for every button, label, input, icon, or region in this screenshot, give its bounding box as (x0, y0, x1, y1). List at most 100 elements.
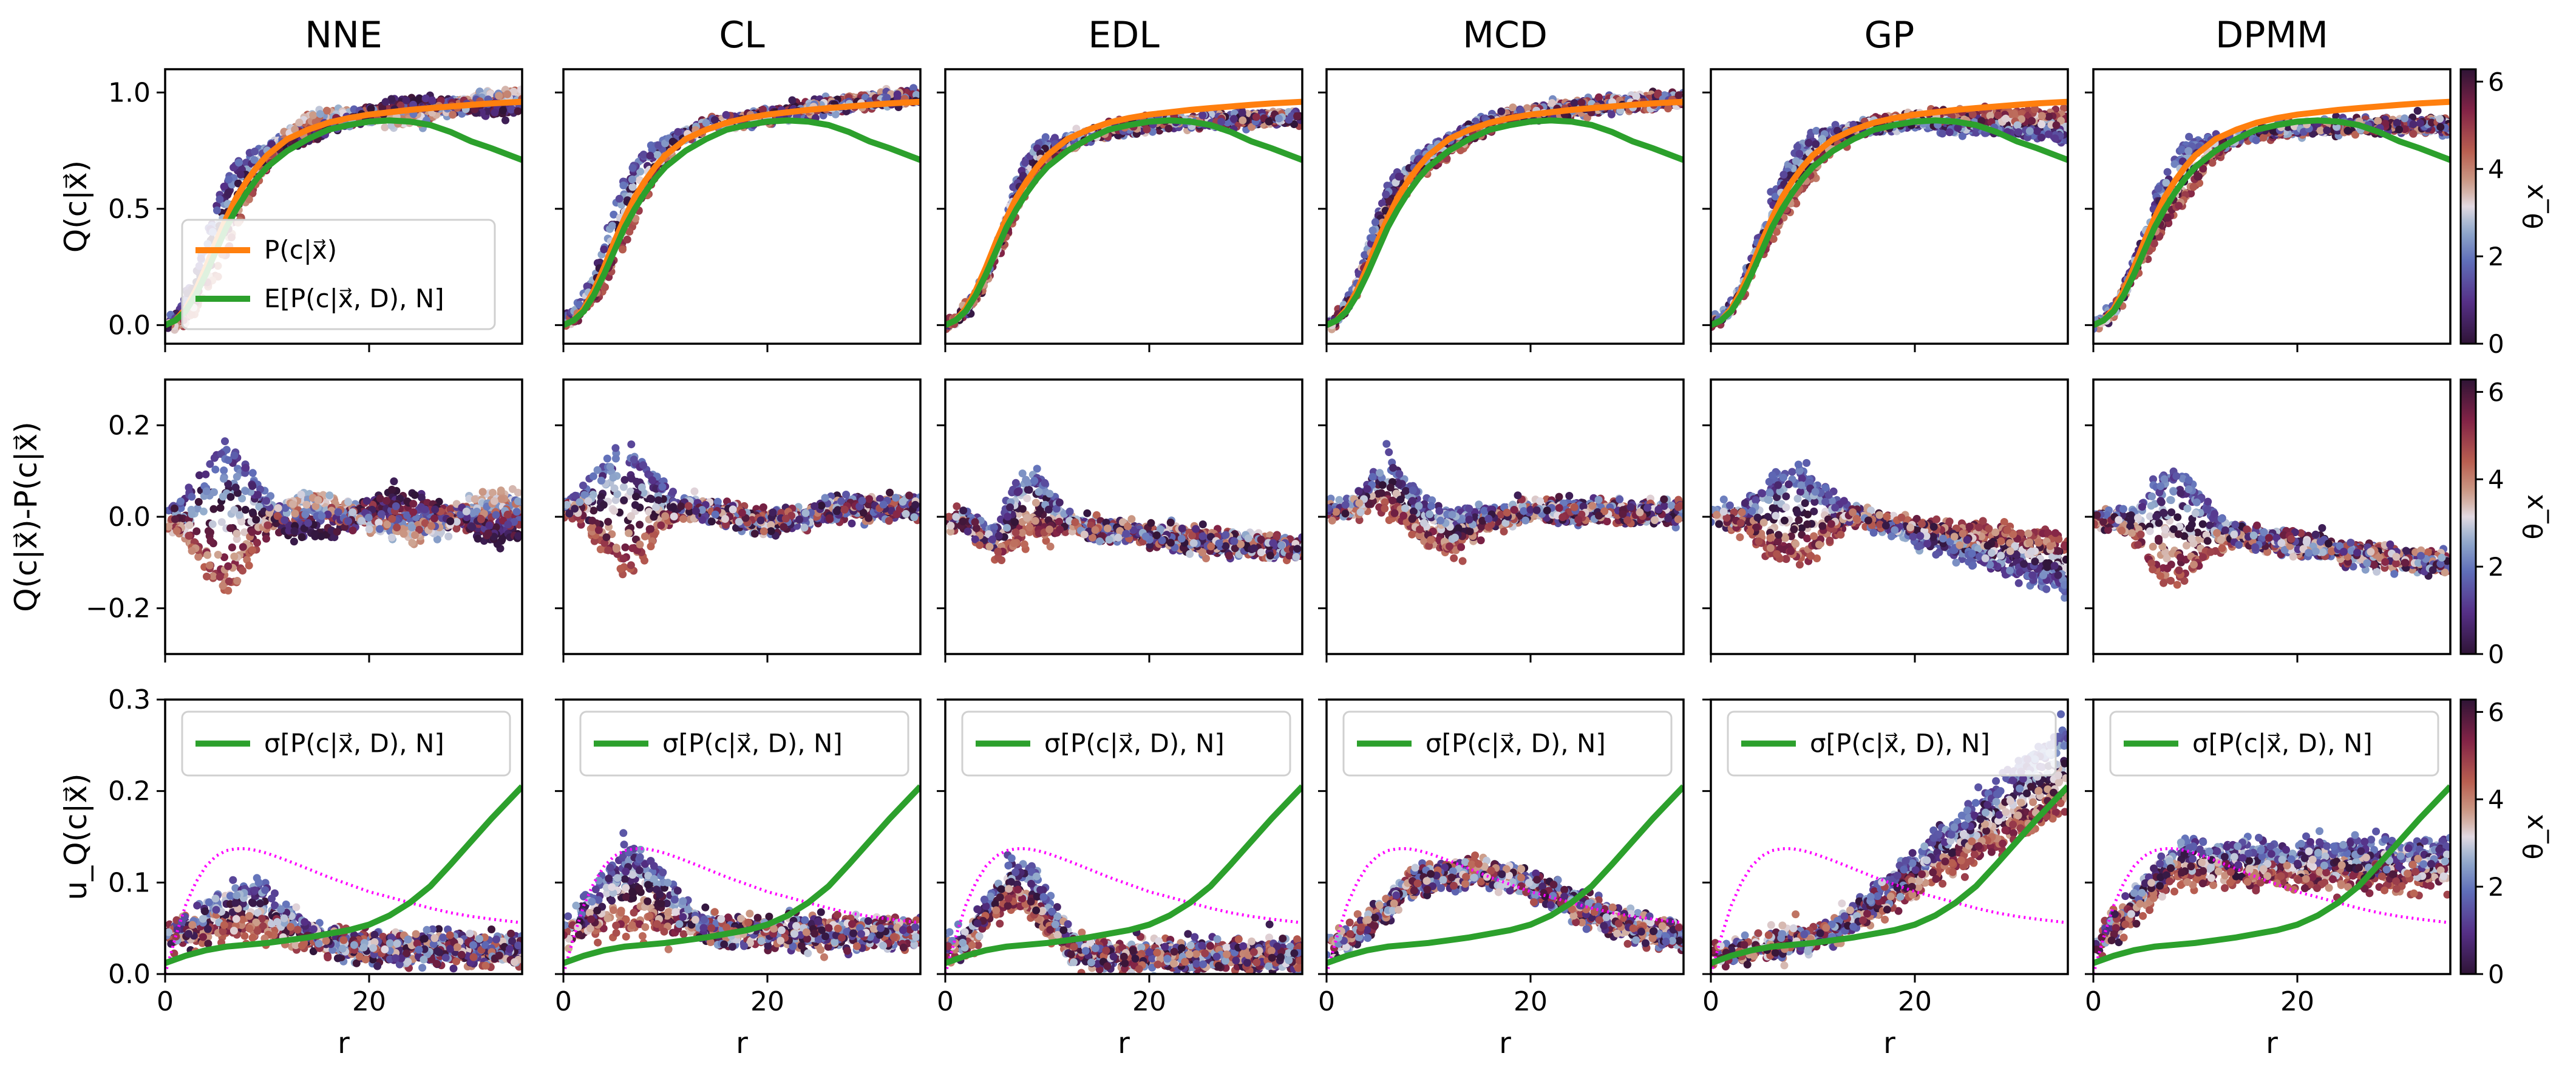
scatter-point (1523, 104, 1531, 112)
scatter-point (623, 235, 631, 244)
expectation-line (1327, 117, 1684, 328)
model-lines (563, 98, 920, 328)
scatter-point (268, 140, 276, 148)
scatter-point (619, 181, 628, 189)
scatter-point (503, 90, 512, 98)
scatter-point (883, 94, 891, 102)
scatter-point (636, 168, 645, 176)
scatter-point (831, 110, 840, 118)
scatter-point (619, 245, 627, 254)
scatter-point (251, 148, 259, 155)
scatter-point (234, 179, 242, 188)
column-title-dpmm: DPMM (2215, 14, 2328, 56)
scatter-point (628, 164, 637, 172)
scatter-point (583, 282, 591, 290)
panel-mcd-row-0 (1318, 68, 1685, 352)
scatter-point (1385, 197, 1393, 205)
scatter-point (628, 175, 636, 183)
scatter-point (1654, 90, 1662, 99)
scatter-point (628, 183, 637, 191)
scatter-point (1274, 114, 1283, 123)
legend-label: E[P(c|x⃗, D), N] (264, 284, 444, 313)
scatter-point (514, 107, 522, 115)
scatter-point (402, 96, 410, 104)
scatter-point (1395, 172, 1403, 181)
scatter-point (396, 101, 405, 110)
axes-frame (562, 68, 922, 345)
scatter-point (1164, 124, 1173, 133)
scatter-point (575, 301, 583, 309)
scatter-point (625, 228, 634, 236)
scatter-point (509, 87, 518, 96)
model-lines (1327, 98, 1684, 328)
scatter-point (601, 283, 609, 291)
scatter-point (1382, 190, 1390, 199)
expectation-line (563, 117, 920, 328)
expectation-line (945, 117, 1302, 328)
scatter-point (1509, 103, 1517, 112)
scatter-point (1252, 113, 1260, 121)
scatter-point (1265, 117, 1273, 126)
scatter-point (501, 116, 509, 124)
scatter-point (1607, 110, 1616, 118)
scatter-point (498, 106, 507, 115)
panel-edl-row-0 (937, 68, 1303, 352)
scatter-point (1072, 124, 1081, 133)
scatter-point (1577, 98, 1586, 107)
scatter-point (234, 158, 243, 167)
scatter-point (702, 119, 710, 127)
scatter-point (1570, 99, 1579, 107)
column-title-cl: CL (719, 14, 765, 56)
column-title-nne: NNE (305, 14, 382, 56)
scatter-point (1051, 134, 1059, 142)
scatter-point (1229, 115, 1238, 123)
scatter-point (1368, 227, 1377, 234)
scatter-points (1711, 102, 2068, 331)
scatter-point (1378, 199, 1386, 208)
panel-cl-row-0 (555, 68, 922, 352)
scatter-point (1041, 133, 1050, 141)
scatter-point (1383, 182, 1392, 190)
scatter-point (322, 106, 331, 115)
scatter-point (646, 151, 654, 160)
scatter-point (639, 151, 648, 158)
scatter-point (674, 128, 682, 136)
panel-gp-row-0 (1702, 68, 2069, 352)
scatter-point (1361, 251, 1369, 259)
axes-frame (944, 68, 1303, 345)
scatter-point (213, 206, 221, 214)
scatter-point (224, 188, 233, 197)
column-title-gp: GP (1864, 14, 1915, 56)
scatter-point (225, 175, 233, 184)
panels: 0.00.51.0P(c|x⃗)E[P(c|x⃗, D), N]−0.20.00… (86, 68, 2452, 1060)
scatter-point (1664, 104, 1672, 113)
scatter-point (236, 170, 245, 179)
scatter-point (517, 85, 522, 94)
scatter-point (1392, 179, 1400, 187)
scatter-point (309, 111, 318, 120)
scatter-point (1239, 116, 1247, 124)
scatter-point (1595, 93, 1603, 101)
scatter-point (710, 116, 719, 124)
scatter-point (250, 155, 259, 164)
scatter-point (1548, 99, 1556, 107)
column-title-edl: EDL (1088, 14, 1160, 56)
scatter-point (909, 84, 918, 92)
scatter-point (1217, 118, 1226, 126)
scatter-point (428, 96, 437, 104)
scatter-point (1517, 106, 1525, 115)
y-tick-label: 0.0 (108, 310, 151, 341)
scatter-point (653, 151, 662, 159)
panel-nne-row-0: 0.00.51.0P(c|x⃗)E[P(c|x⃗, D), N] (108, 68, 523, 352)
scatter-point (495, 92, 503, 100)
scatter-point (608, 222, 616, 230)
scatter-point (1238, 109, 1246, 117)
legend-box (181, 219, 496, 330)
scatter-point (1288, 112, 1296, 120)
scatter-point (893, 90, 902, 98)
scatter-point (1293, 112, 1302, 120)
scatter-point (1198, 111, 1207, 120)
scatter-point (788, 96, 797, 104)
model-lines (945, 98, 1302, 328)
